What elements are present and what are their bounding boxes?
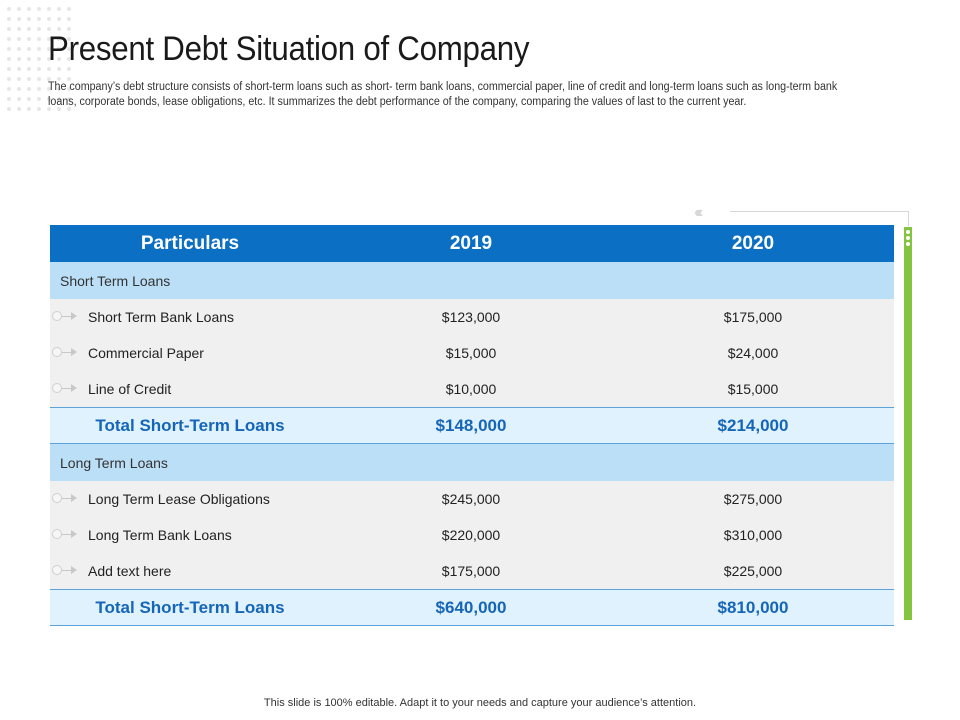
- chevrons-left-icon: ‹‹‹‹: [694, 204, 704, 221]
- total-label: Total Short-Term Loans: [95, 415, 285, 435]
- total-row-short-term: Total Short-Term Loans $148,000 $214,000: [50, 407, 894, 444]
- arrow-bullet-icon: [52, 564, 78, 578]
- section-label: Long Term Loans: [60, 454, 168, 471]
- total-row-long-term: Total Short-Term Loans $640,000 $810,000: [50, 589, 894, 626]
- row-value-2019: $10,000: [445, 381, 497, 397]
- accent-dot: [906, 242, 910, 246]
- row-label: Add text here: [88, 563, 172, 579]
- row-value-2020: $24,000: [727, 345, 779, 361]
- table-row: Add text here $175,000 $225,000: [50, 553, 894, 589]
- accent-bar: [904, 227, 912, 620]
- page-title: Present Debt Situation of Company: [48, 30, 530, 68]
- table-header-row: Particulars 2019 2020: [50, 225, 894, 262]
- short-term-items: Short Term Bank Loans $123,000 $175,000 …: [50, 299, 894, 407]
- row-value-2020: $175,000: [723, 309, 783, 325]
- table-row: Line of Credit $10,000 $15,000: [50, 371, 894, 407]
- table-row: Long Term Lease Obligations $245,000 $27…: [50, 481, 894, 517]
- arrow-bullet-icon: [52, 310, 78, 324]
- arrow-bullet-icon: [52, 528, 78, 542]
- arrow-bullet-icon: [52, 492, 78, 506]
- row-value-2020: $225,000: [723, 563, 783, 579]
- section-row-long-term: Long Term Loans: [50, 444, 894, 481]
- connector-line: [730, 211, 909, 226]
- long-term-items: Long Term Lease Obligations $245,000 $27…: [50, 481, 894, 589]
- row-value-2019: $220,000: [441, 527, 501, 543]
- row-label: Long Term Lease Obligations: [88, 491, 270, 507]
- arrow-bullet-icon: [52, 382, 78, 396]
- description-text: The company’s debt structure consists of…: [48, 81, 838, 108]
- row-label: Line of Credit: [88, 381, 172, 397]
- row-value-2020: $275,000: [723, 491, 783, 507]
- footer-note: This slide is 100% editable. Adapt it to…: [263, 697, 697, 709]
- row-value-2020: $15,000: [727, 381, 779, 397]
- row-label: Commercial Paper: [88, 345, 204, 361]
- header-particulars: Particulars: [140, 232, 240, 254]
- total-value-2020: $810,000: [717, 597, 789, 617]
- arrow-bullet-icon: [52, 346, 78, 360]
- row-value-2020: $310,000: [723, 527, 783, 543]
- decorative-dot-grid: [4, 4, 74, 114]
- total-value-2019: $640,000: [435, 597, 507, 617]
- total-label: Total Short-Term Loans: [95, 597, 285, 617]
- row-label: Long Term Bank Loans: [88, 527, 232, 543]
- table-row: Short Term Bank Loans $123,000 $175,000: [50, 299, 894, 335]
- table-row: Commercial Paper $15,000 $24,000: [50, 335, 894, 371]
- row-value-2019: $175,000: [441, 563, 501, 579]
- row-label: Short Term Bank Loans: [88, 309, 235, 325]
- row-value-2019: $123,000: [441, 309, 501, 325]
- header-2019: 2019: [449, 232, 493, 254]
- header-2020: 2020: [731, 232, 775, 254]
- debt-table: Particulars 2019 2020 Short Term Loans S…: [50, 225, 894, 626]
- accent-dot: [906, 236, 910, 240]
- table-row: Long Term Bank Loans $220,000 $310,000: [50, 517, 894, 553]
- section-label: Short Term Loans: [60, 272, 171, 289]
- row-value-2019: $245,000: [441, 491, 501, 507]
- accent-dot: [906, 230, 910, 234]
- total-value-2020: $214,000: [717, 415, 789, 435]
- row-value-2019: $15,000: [445, 345, 497, 361]
- total-value-2019: $148,000: [435, 415, 507, 435]
- section-row-short-term: Short Term Loans: [50, 262, 894, 299]
